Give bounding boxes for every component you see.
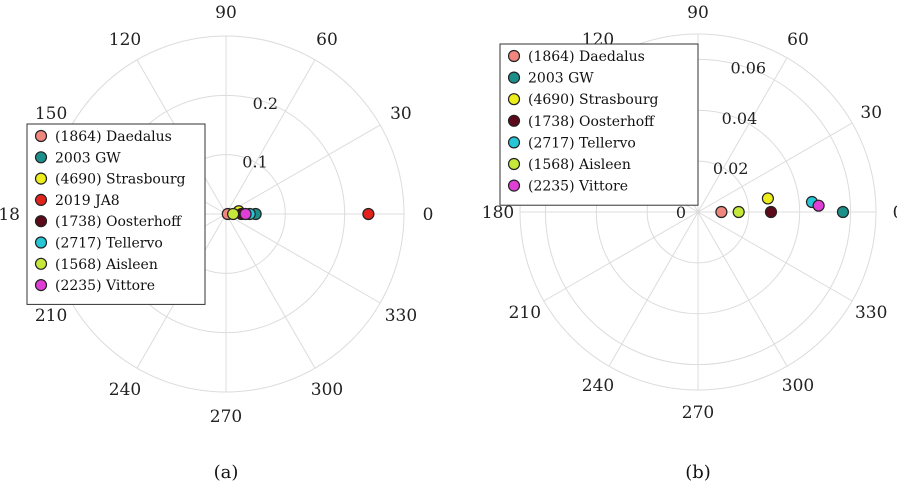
grid-spoke <box>225 213 316 369</box>
grid-spoke <box>608 211 699 367</box>
angle-tick-label: 300 <box>782 376 814 396</box>
legend-label: (1568) Aisleen <box>55 257 158 273</box>
angle-tick-label: 0 <box>423 205 434 225</box>
legend-label: (1864) Daedalus <box>55 129 172 145</box>
angle-tick-label: 150 <box>35 104 67 124</box>
angle-tick-label: 30 <box>860 103 882 123</box>
legend-label: (1738) Oosterhoff <box>528 114 655 130</box>
radial-tick-label: 0 <box>676 203 686 222</box>
data-point <box>362 207 375 221</box>
legend-label: (2235) Vittore <box>55 278 155 294</box>
angle-tick-label: 210 <box>35 306 67 326</box>
panel-caption: (b) <box>685 462 711 483</box>
legend-marker <box>507 93 521 106</box>
data-point <box>715 205 728 219</box>
polar-chart-a: 0 30 60 90 120 150 18 210 240 270 300 330 0.1 0.2 (186… <box>0 3 433 483</box>
polar-chart-b: 030609012015018021024027030033000.020.04… <box>482 3 897 483</box>
legend-label: (1864) Daedalus <box>528 49 645 65</box>
angle-tick-label: 60 <box>787 30 809 50</box>
data-point <box>239 207 252 221</box>
data-point <box>732 205 745 219</box>
grid-spoke <box>543 211 699 302</box>
legend-marker <box>507 136 521 149</box>
legend-label: (2717) Tellervo <box>528 135 636 151</box>
angle-tick-label: 30 <box>390 104 412 124</box>
radial-tick-label: 0.04 <box>722 109 758 128</box>
legend-marker <box>34 257 48 270</box>
angle-tick-label: 210 <box>509 303 541 323</box>
legend-marker <box>34 129 48 143</box>
legend-label: (1738) Oosterhoff <box>55 214 182 230</box>
legend-label: (2235) Vittore <box>528 179 628 195</box>
radial-tick-label: 0.02 <box>713 159 749 178</box>
legend-marker <box>34 236 48 249</box>
legend-label: 2003 GW <box>528 71 594 87</box>
data-point <box>836 205 850 219</box>
panel-caption: (a) <box>214 462 239 483</box>
legend-marker <box>34 151 48 164</box>
legend-marker <box>34 172 48 185</box>
legend-marker <box>507 71 521 84</box>
legend-marker <box>34 279 48 292</box>
legend-label: (1568) Aisleen <box>528 157 631 173</box>
grid-spoke <box>697 122 853 213</box>
angle-tick-label: 90 <box>215 3 237 23</box>
angle-tick-label: 330 <box>855 303 887 323</box>
legend-marker <box>507 49 521 63</box>
legend-label: (4690) Strasbourg <box>528 92 659 108</box>
radial-tick-label: 0.06 <box>730 59 766 78</box>
legend-label: (2717) Tellervo <box>55 236 163 252</box>
radial-tick-label: 0.1 <box>242 153 267 172</box>
grid-spoke <box>225 59 316 215</box>
grid-spoke <box>697 211 788 367</box>
legend-box <box>499 43 699 206</box>
legend-marker <box>507 157 521 171</box>
legend-marker <box>507 179 521 192</box>
legend-box <box>26 123 206 305</box>
angle-tick-label: 120 <box>109 30 141 50</box>
grid-spoke <box>697 57 788 213</box>
legend-marker <box>34 215 48 228</box>
legend-marker <box>34 193 48 206</box>
angle-tick-label: 270 <box>210 407 242 427</box>
data-point <box>227 207 240 221</box>
angle-tick-label: 240 <box>582 376 614 396</box>
data-point <box>764 205 778 219</box>
data-point <box>812 199 825 212</box>
grid-spoke <box>225 213 381 304</box>
data-point <box>761 192 774 205</box>
legend-label: 2019 JA8 <box>55 193 120 209</box>
legend: (1864) Daedalus 2003 GW (4690) Strasbourg (… <box>499 43 699 206</box>
grid-spoke <box>697 211 853 302</box>
legend-label: 2003 GW <box>55 150 121 166</box>
angle-tick-label: 300 <box>311 380 343 400</box>
angle-tick-label: 180 <box>482 203 514 223</box>
legend: (1864) Daedalus 2003 GW (4690) Strasbourg 2… <box>26 123 206 305</box>
grid-spoke <box>225 124 381 215</box>
angle-tick-label: 60 <box>316 30 338 50</box>
angle-tick-label: 0 <box>893 203 897 223</box>
angle-tick-label: 330 <box>385 306 417 326</box>
legend-marker <box>507 114 521 127</box>
angle-tick-label: 240 <box>109 380 141 400</box>
angle-tick-label: 270 <box>682 403 714 423</box>
legend-label: (4690) Strasbourg <box>55 172 186 188</box>
radial-tick-label: 0.2 <box>253 94 278 113</box>
angle-tick-label: 18 <box>0 205 20 225</box>
angle-tick-label: 90 <box>687 3 709 23</box>
